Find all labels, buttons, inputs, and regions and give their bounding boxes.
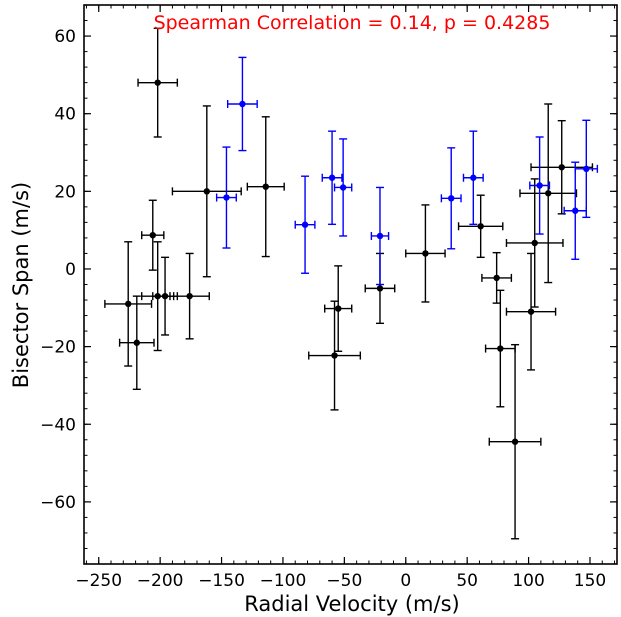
point-marker [133, 339, 141, 346]
y-axis-label: Bisector Span (m/s) [9, 182, 33, 388]
point-marker [223, 194, 230, 201]
data-point [519, 103, 578, 284]
y-tick-label: 20 [54, 182, 76, 202]
data-point [321, 130, 343, 226]
y-tick-label: −20 [40, 338, 76, 358]
data-point [152, 256, 179, 336]
point-marker [301, 221, 309, 228]
point-marker [376, 232, 384, 240]
data-point [484, 289, 516, 408]
point-marker [527, 308, 535, 315]
data-point [370, 186, 390, 286]
major-ticks [84, 5, 617, 564]
point-marker [545, 190, 552, 197]
y-tick-label: 60 [54, 27, 76, 47]
data-point [118, 295, 155, 391]
y-tick-label: −40 [40, 415, 76, 435]
data-point [481, 251, 513, 304]
x-tick-label: 100 [512, 571, 544, 591]
point-marker [572, 207, 579, 214]
point-marker [477, 223, 484, 230]
y-tick-labels: −60 −40 −20 0 20 40 60 [40, 27, 76, 513]
data-points [104, 27, 599, 540]
point-marker [493, 274, 500, 282]
plot-frame [83, 4, 618, 565]
data-point [405, 204, 446, 303]
data-point [505, 178, 564, 308]
data-point [440, 147, 462, 250]
data-point [563, 161, 587, 260]
minor-ticks [84, 4, 617, 565]
point-marker [239, 100, 246, 108]
data-point [169, 252, 210, 340]
point-marker [161, 292, 169, 300]
point-marker [497, 345, 504, 352]
x-tick-label: 50 [456, 571, 478, 591]
data-point [215, 146, 237, 249]
data-point [530, 119, 594, 215]
data-point [308, 300, 362, 411]
point-marker [422, 250, 429, 257]
x-tick-label: −100 [260, 571, 307, 591]
data-point [141, 199, 165, 271]
x-tick-label: −150 [198, 571, 245, 591]
point-marker [558, 164, 565, 171]
point-marker [536, 182, 543, 189]
point-marker [149, 231, 156, 239]
data-point [104, 241, 153, 367]
point-marker [583, 165, 590, 173]
point-marker [203, 188, 211, 195]
point-marker [531, 239, 538, 247]
x-axis-label: Radial Velocity (m/s) [244, 592, 459, 616]
x-tick-labels: −250 −200 −150 −100 −50 0 50 100 150 [75, 571, 606, 591]
point-marker [328, 174, 336, 181]
point-marker [262, 183, 269, 190]
y-tick-label: 0 [65, 260, 76, 280]
data-point [246, 116, 285, 258]
data-point [505, 252, 557, 371]
x-tick-label: 150 [574, 571, 606, 591]
data-point [333, 138, 353, 237]
point-marker [125, 300, 132, 308]
point-marker [511, 438, 519, 445]
point-marker [470, 174, 477, 181]
point-marker [331, 352, 338, 359]
x-tick-label: −50 [326, 571, 362, 591]
y-tick-label: 40 [54, 105, 76, 125]
data-point [488, 343, 542, 540]
point-marker [186, 292, 193, 300]
x-tick-label: 0 [400, 571, 411, 591]
y-tick-label: −60 [40, 493, 76, 513]
x-tick-label: −250 [75, 571, 122, 591]
annotation-text: Spearman Correlation = 0.14, p = 0.4285 [154, 12, 551, 34]
data-point [462, 130, 484, 226]
point-marker [335, 305, 342, 312]
data-point [294, 175, 316, 274]
data-point [529, 136, 551, 235]
point-marker [154, 79, 161, 86]
data-point [137, 27, 179, 138]
x-tick-label: −200 [137, 571, 184, 591]
data-point [171, 105, 242, 278]
point-marker [339, 184, 347, 191]
point-marker [448, 195, 455, 202]
data-point [324, 265, 353, 352]
data-point [226, 56, 258, 152]
data-point [574, 119, 599, 219]
data-point [457, 194, 504, 259]
point-marker [376, 285, 384, 292]
